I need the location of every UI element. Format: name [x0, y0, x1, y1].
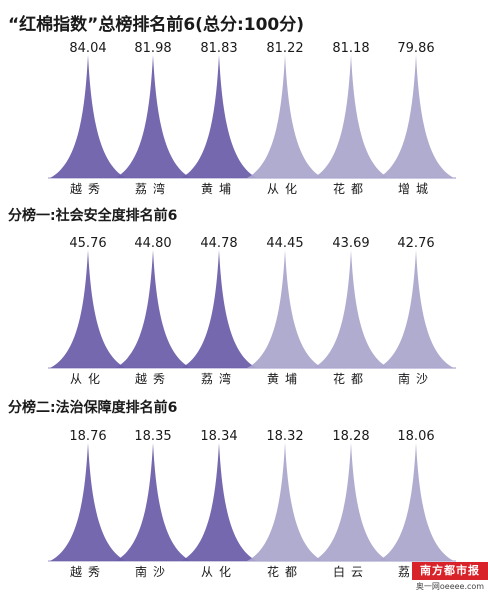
category-label-3: 从化: [201, 565, 237, 579]
category-label-1: 从化: [70, 372, 106, 386]
value-label-2: 81.98: [134, 41, 171, 56]
category-label-6: 增城: [398, 182, 434, 196]
category-label-2: 越秀: [135, 372, 171, 386]
value-label-4: 18.32: [266, 429, 303, 444]
spike-bar-2: [115, 250, 191, 368]
newspaper-watermark: 南方都市报 奥一网oeeee.com: [412, 562, 488, 593]
spike-bar-5: [313, 55, 389, 178]
category-label-1: 越秀: [70, 182, 106, 196]
watermark-logo: 南方都市报: [412, 562, 488, 580]
value-label-4: 81.22: [266, 41, 303, 56]
panel-title-safety: 分榜一:社会安全度排名前6: [8, 208, 178, 224]
chart-panel-2: 45.76 从化 44.80 越秀 44.78 荔湾 44.45 黄埔 43.69 花都 42.76…: [48, 236, 456, 386]
spike-bar-1: [50, 55, 126, 178]
spike-bar-3: [181, 443, 257, 561]
spike-bar-6: [378, 250, 454, 368]
chart-panel-3: 18.76 越秀 18.35 南沙 18.34 从化 18.32 花都 18.28 白云 18.06…: [48, 429, 456, 579]
category-label-5: 花都: [333, 181, 369, 196]
category-label-6: 南沙: [398, 371, 434, 386]
value-label-6: 18.06: [397, 429, 434, 444]
category-label-3: 荔湾: [201, 371, 237, 386]
value-label-1: 18.76: [69, 429, 106, 444]
value-label-3: 81.83: [200, 41, 237, 56]
panel-title-rule-of-law: 分榜二:法治保障度排名前6: [8, 400, 178, 416]
value-label-6: 42.76: [397, 236, 434, 251]
category-label-4: 从化: [267, 182, 303, 196]
spike-bar-3: [181, 55, 257, 178]
spike-bar-3: [181, 250, 257, 368]
spike-bar-4: [247, 55, 323, 178]
panel-title-overall: “红棉指数”总榜排名前6(总分:100分): [8, 15, 304, 35]
value-label-5: 18.28: [332, 429, 369, 444]
value-label-2: 44.80: [134, 236, 171, 251]
spike-bar-2: [115, 55, 191, 178]
spike-bar-1: [50, 443, 126, 561]
category-label-4: 花都: [267, 564, 303, 579]
spike-bar-6: [378, 443, 454, 561]
spike-bar-1: [50, 250, 126, 368]
spike-bar-2: [115, 443, 191, 561]
value-label-5: 43.69: [332, 236, 369, 251]
value-label-1: 84.04: [69, 41, 106, 56]
spike-bar-5: [313, 250, 389, 368]
spike-bar-4: [247, 250, 323, 368]
value-label-6: 79.86: [397, 41, 434, 56]
category-label-4: 黄埔: [267, 372, 303, 386]
category-label-3: 黄埔: [201, 182, 237, 196]
value-label-3: 18.34: [200, 429, 237, 444]
category-label-2: 南沙: [135, 564, 171, 579]
spike-bar-6: [378, 55, 454, 178]
category-label-2: 荔湾: [135, 181, 171, 196]
chart-panel-1: 84.04 越秀 81.98 荔湾 81.83 黄埔 81.22 从化 81.18 花都 79.86…: [48, 41, 456, 196]
watermark-site: 奥一网oeeee.com: [415, 582, 485, 591]
value-label-2: 18.35: [134, 429, 171, 444]
category-label-5: 花都: [333, 371, 369, 386]
spike-bar-5: [313, 443, 389, 561]
value-label-5: 81.18: [332, 41, 369, 56]
spike-bar-4: [247, 443, 323, 561]
value-label-4: 44.45: [266, 236, 303, 251]
value-label-3: 44.78: [200, 236, 237, 251]
value-label-1: 45.76: [69, 236, 106, 251]
category-label-5: 白云: [333, 564, 369, 579]
category-label-1: 越秀: [70, 565, 106, 579]
